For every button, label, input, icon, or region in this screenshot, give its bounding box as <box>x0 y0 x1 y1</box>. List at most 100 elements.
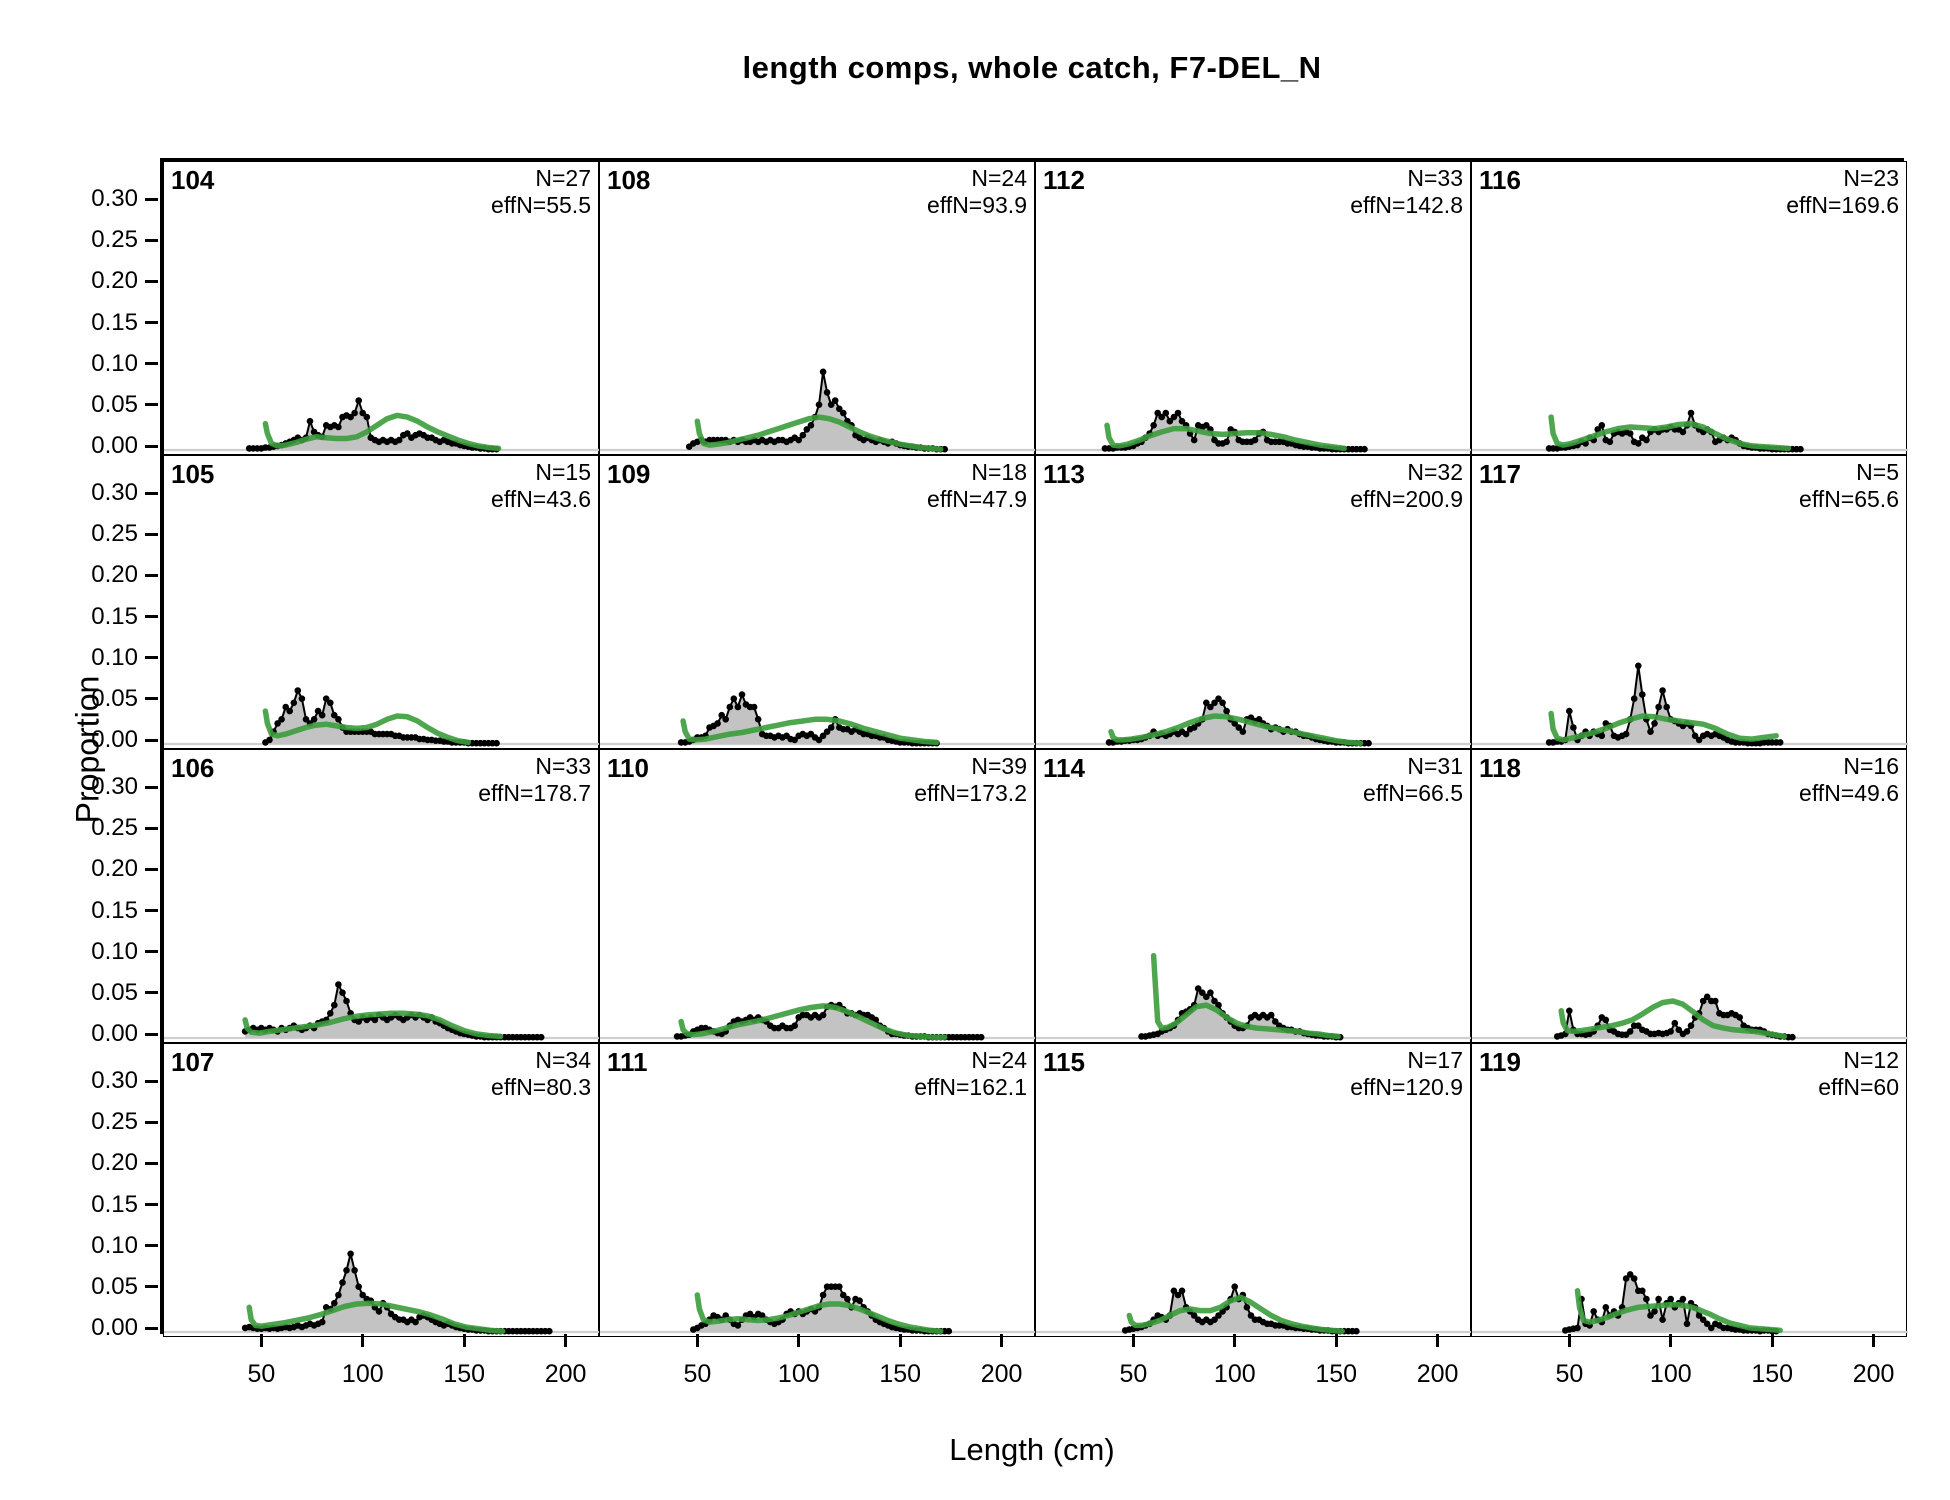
observed-point <box>294 687 302 694</box>
observed-point <box>339 1279 346 1286</box>
x-tick-label: 200 <box>544 1360 587 1388</box>
observed-point <box>335 981 342 988</box>
observed-point <box>310 716 318 723</box>
observed-point <box>1630 1275 1638 1282</box>
observed-point <box>734 703 742 711</box>
observed-point <box>1590 1308 1597 1315</box>
subplot-panel: 106 N=33 effN=178.7 <box>163 749 600 1043</box>
observed-point <box>335 423 342 431</box>
observed-point <box>1211 997 1218 1005</box>
observed-point <box>331 1001 338 1009</box>
observed-point <box>1215 695 1222 702</box>
observed-point <box>347 1250 354 1258</box>
y-tick-mark <box>145 573 158 577</box>
panel-effn-label: effN=142.8 <box>1350 192 1463 218</box>
expected-line <box>246 1300 506 1334</box>
y-tick-label: 0.05 <box>91 390 138 418</box>
x-tick-mark <box>695 1334 699 1347</box>
observed-point <box>278 716 285 723</box>
x-tick-mark <box>1436 1334 1440 1347</box>
x-tick-mark <box>259 1334 263 1347</box>
y-tick-mark <box>145 1203 158 1207</box>
observed-point <box>1203 422 1210 429</box>
observed-point <box>1231 720 1238 727</box>
panel-plot-area <box>1472 662 1908 747</box>
observed-point <box>327 699 334 707</box>
subplot-panel: 118 N=16 effN=49.6 <box>1471 749 1908 1043</box>
observed-point <box>351 1267 358 1274</box>
observed-point <box>335 716 342 723</box>
observed-area <box>677 1005 982 1038</box>
observed-point <box>1207 989 1214 996</box>
expected-line <box>242 1010 504 1040</box>
observed-point <box>1255 716 1263 723</box>
expected-line <box>1574 1288 1783 1334</box>
y-tick-label: 0.05 <box>91 1272 138 1300</box>
y-tick-label: 0.20 <box>91 1149 138 1177</box>
expected-line <box>1548 710 1779 743</box>
x-tick-label: 200 <box>1416 1360 1459 1388</box>
panel-plot-area <box>164 1250 600 1335</box>
panel-effn-label: effN=65.6 <box>1799 486 1899 512</box>
subplot-panel: 119 N=12 effN=60 <box>1471 1043 1908 1337</box>
observed-point <box>306 417 314 425</box>
panel-n-label: N=5 <box>1856 459 1899 485</box>
observed-point <box>726 703 734 711</box>
observed-point <box>819 368 827 376</box>
panel-n-label: N=27 <box>535 165 591 191</box>
panel-n-label: N=24 <box>971 1047 1027 1073</box>
observed-point <box>1630 695 1638 702</box>
panel-year-label: 109 <box>607 459 651 489</box>
observed-point <box>807 422 815 429</box>
observed-point <box>823 389 831 396</box>
panel-sample-sizes: N=34 effN=80.3 <box>491 1047 591 1101</box>
observed-point <box>1703 993 1711 1001</box>
observed-point <box>1776 739 1784 746</box>
observed-point <box>791 1022 798 1029</box>
y-tick-mark <box>145 656 158 660</box>
observed-point <box>1178 417 1186 425</box>
y-tick-label: 0.00 <box>91 1314 138 1341</box>
panel-sample-sizes: N=24 effN=93.9 <box>927 165 1027 219</box>
observed-point <box>1199 989 1206 996</box>
observed-point <box>493 739 500 747</box>
observed-point <box>1215 1312 1222 1319</box>
panel-effn-label: effN=200.9 <box>1350 486 1463 512</box>
panel-n-label: N=32 <box>1407 459 1463 485</box>
observed-point <box>1570 724 1577 731</box>
observed-point <box>819 1011 827 1019</box>
observed-point <box>343 1267 350 1274</box>
observed-point <box>286 707 293 715</box>
x-tick-mark <box>1669 1334 1673 1347</box>
observed-point <box>1659 1316 1666 1323</box>
observed-point <box>314 707 322 715</box>
observed-point <box>977 1033 985 1041</box>
panel-plot-area <box>1472 1271 1908 1335</box>
x-tick-mark <box>564 1334 568 1347</box>
panel-effn-label: effN=93.9 <box>927 192 1027 218</box>
x-tick-label: 100 <box>341 1360 384 1388</box>
observed-point <box>1626 430 1634 437</box>
panel-plot-area <box>1036 409 1472 453</box>
observed-point <box>718 711 725 719</box>
observed-point <box>359 409 366 417</box>
observed-point <box>1639 1287 1646 1295</box>
y-tick-label: 0.25 <box>91 814 138 842</box>
observed-point <box>1182 730 1190 738</box>
observed-point <box>819 732 827 740</box>
observed-point <box>734 1322 742 1329</box>
subplot-panel: 112 N=33 effN=142.8 <box>1035 161 1472 455</box>
observed-point <box>1594 426 1601 433</box>
observed-point <box>1170 413 1178 421</box>
panel-year-label: 106 <box>171 753 215 783</box>
x-tick-mark <box>462 1334 466 1347</box>
y-tick-mark <box>145 1244 158 1248</box>
observed-point <box>1626 1028 1634 1035</box>
y-tick-mark <box>145 1120 158 1124</box>
panel-n-label: N=17 <box>1407 1047 1463 1073</box>
panel-effn-label: effN=43.6 <box>491 486 591 512</box>
subplot-panel: 110 N=39 effN=173.2 <box>599 749 1036 1043</box>
y-tick-label: 0.25 <box>91 520 138 548</box>
observed-point <box>1679 1295 1687 1303</box>
